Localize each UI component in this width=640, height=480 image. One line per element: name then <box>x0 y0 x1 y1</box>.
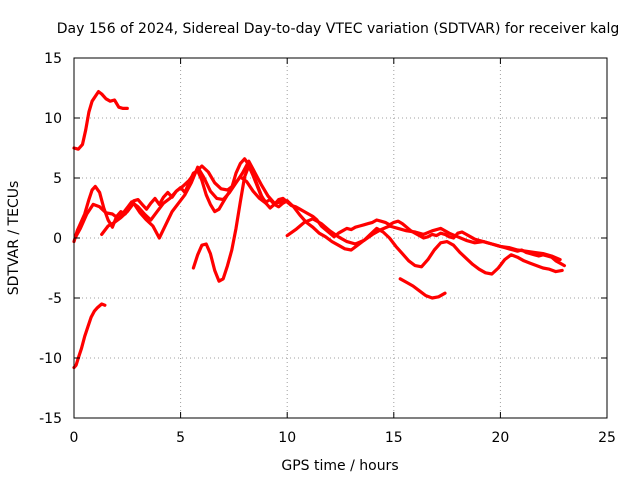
series-track-e <box>285 217 562 262</box>
series-track-f <box>398 277 447 300</box>
y-tick-label: -5 <box>48 291 62 307</box>
y-tick-label: 0 <box>53 231 62 247</box>
y-tick-label: 10 <box>44 111 62 127</box>
tick-labels: 0 5 10 15 20 25 15 10 5 0 -5 -10 -15 <box>39 51 616 446</box>
series-track-a <box>72 157 567 268</box>
grid-lines <box>74 58 607 418</box>
y-tick-label: -10 <box>39 351 62 367</box>
series-track-d <box>191 164 289 283</box>
x-tick-label: 25 <box>598 430 616 446</box>
series-track-low <box>72 302 107 370</box>
series-track-high <box>72 89 129 151</box>
x-tick-label: 10 <box>278 430 296 446</box>
y-tick-label: 5 <box>53 171 62 187</box>
x-axis-label: GPS time / hours <box>281 458 398 474</box>
y-tick-label: -15 <box>39 411 62 427</box>
x-tick-label: 20 <box>491 430 509 446</box>
axis-ticks <box>73 57 608 419</box>
x-tick-label: 15 <box>385 430 403 446</box>
y-axis-label: SDTVAR / TECUs <box>6 181 22 296</box>
chart-title: Day 156 of 2024, Sidereal Day-to-day VTE… <box>57 21 619 37</box>
x-tick-label: 5 <box>176 430 185 446</box>
x-tick-label: 0 <box>70 430 79 446</box>
series-track-c <box>100 159 564 276</box>
series-layer <box>72 89 567 370</box>
y-tick-label: 15 <box>44 51 62 67</box>
